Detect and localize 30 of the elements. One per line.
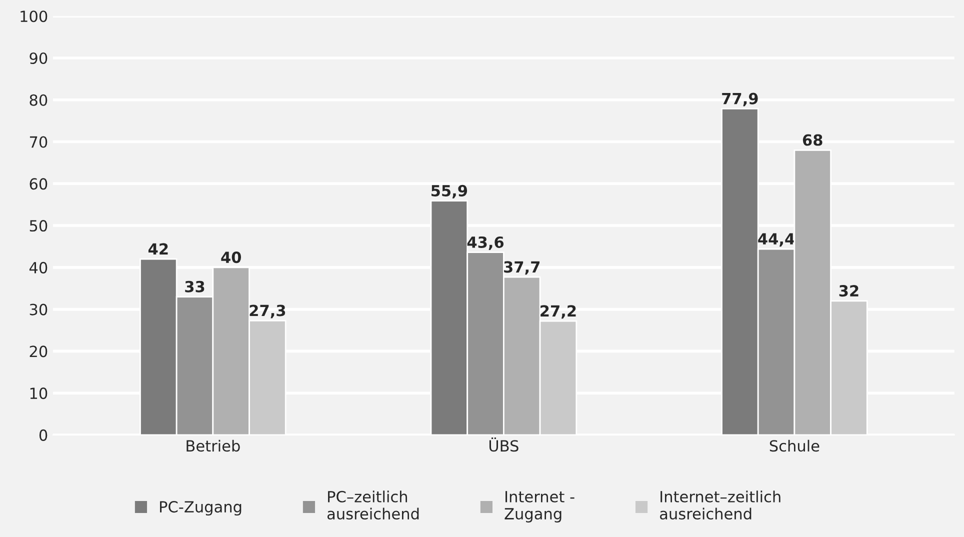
data-label: 27,2	[540, 305, 576, 319]
legend-label: PC–zeitlich ausreichend	[327, 490, 419, 520]
y-tick-label: 50	[30, 220, 48, 232]
y-tick-label: 80	[30, 94, 48, 106]
legend-label: PC-Zugang	[160, 501, 242, 516]
y-tick-label: 10	[30, 388, 48, 400]
data-label: 43,6	[467, 236, 504, 250]
y-tick-label: 90	[30, 52, 48, 64]
data-label: 55,9	[432, 184, 468, 198]
data-label: 33	[185, 280, 204, 292]
y-tick-label: 70	[30, 136, 48, 148]
x-tick-label: Schule	[770, 440, 820, 452]
data-label: 44,4	[758, 233, 794, 247]
y-tick-label: 20	[30, 346, 48, 358]
y-tick-label: 60	[30, 178, 48, 190]
y-tick-label: 40	[29, 262, 48, 274]
legend-label: Internet–zeitlich ausreichend	[660, 490, 780, 520]
y-tick-label: 0	[39, 429, 48, 441]
x-tick-label: ÜBS	[489, 438, 518, 452]
y-tick-label: 30	[30, 304, 48, 316]
data-label: 37,7	[504, 261, 540, 275]
legend-label: Internet - Zugang	[504, 491, 574, 522]
data-label: 77,9	[722, 92, 758, 106]
data-label: 27,3	[250, 304, 286, 318]
data-label: 68	[802, 134, 822, 146]
data-label: 32	[839, 285, 858, 297]
y-tick-label: 100	[20, 10, 48, 22]
data-label: 42	[148, 243, 168, 254]
data-label: 40	[221, 252, 242, 264]
x-tick-label: Betrieb	[186, 440, 240, 452]
